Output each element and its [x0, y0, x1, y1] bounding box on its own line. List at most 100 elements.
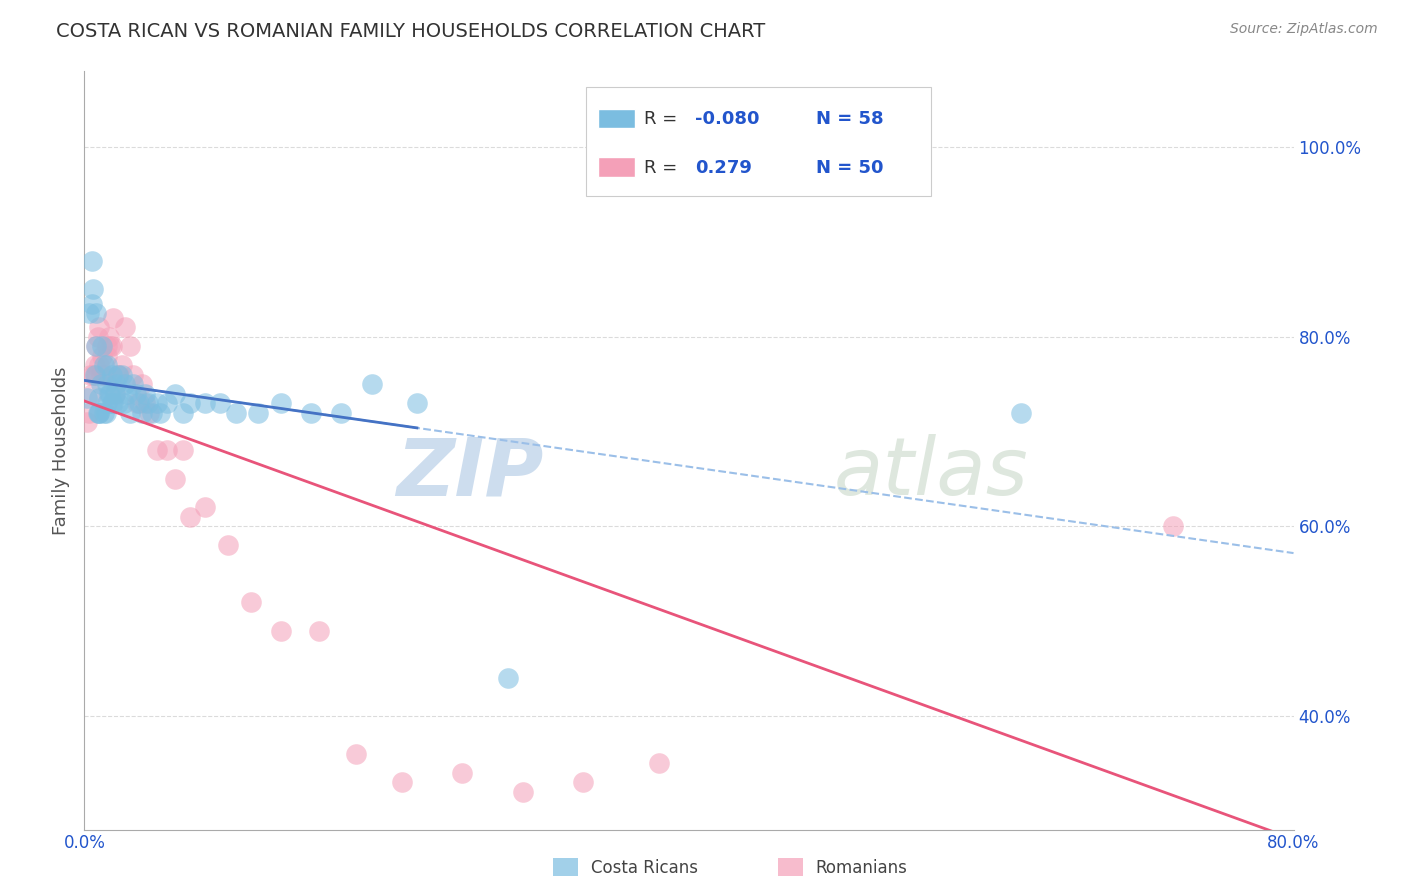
Point — [100, 368, 122, 382]
Point — [270, 624, 292, 638]
Bar — [778, 858, 803, 876]
Point — [84, 368, 107, 382]
Point — [107, 368, 129, 382]
Point — [93, 368, 115, 382]
FancyBboxPatch shape — [586, 87, 931, 196]
Point — [101, 396, 124, 410]
Point — [131, 377, 153, 392]
Point — [738, 140, 761, 154]
Bar — [599, 157, 634, 177]
Point — [308, 624, 330, 638]
Point — [80, 254, 103, 268]
Point — [134, 396, 156, 410]
Point — [330, 406, 353, 420]
Text: -0.080: -0.080 — [695, 111, 759, 128]
Y-axis label: Family Households: Family Households — [52, 367, 70, 534]
Point — [107, 396, 129, 410]
Point — [118, 339, 141, 353]
Point — [114, 377, 136, 392]
Point — [179, 396, 201, 410]
Point — [84, 358, 107, 372]
Point — [108, 368, 131, 382]
Point — [101, 310, 124, 325]
Point — [107, 368, 129, 382]
Point — [87, 406, 110, 420]
Point — [346, 747, 368, 761]
Point — [209, 396, 232, 410]
Text: atlas: atlas — [834, 434, 1029, 512]
Text: ZIP: ZIP — [396, 434, 544, 512]
Point — [111, 368, 134, 382]
Point — [100, 339, 122, 353]
Point — [82, 368, 104, 382]
Point — [121, 368, 143, 382]
Point — [149, 406, 172, 420]
Point — [127, 396, 149, 410]
Point — [115, 386, 138, 401]
Point — [114, 320, 136, 334]
Point — [100, 396, 122, 410]
Point — [299, 406, 322, 420]
Point — [141, 406, 163, 420]
Point — [165, 386, 187, 401]
Text: N = 50: N = 50 — [815, 159, 883, 177]
Bar — [553, 858, 578, 876]
Point — [179, 509, 201, 524]
Point — [121, 377, 143, 392]
Text: R =: R = — [644, 111, 678, 128]
Point — [165, 472, 187, 486]
Bar — [599, 109, 634, 128]
Point — [96, 377, 118, 392]
Point — [172, 443, 194, 458]
Point — [496, 671, 519, 685]
Point — [118, 406, 141, 420]
Point — [86, 306, 108, 320]
Point — [156, 396, 179, 410]
Point — [90, 368, 112, 382]
Point — [156, 443, 179, 458]
Point — [80, 296, 103, 310]
Point — [93, 358, 115, 372]
Point — [86, 339, 108, 353]
Point — [96, 396, 118, 410]
Point — [239, 595, 262, 609]
Point — [270, 396, 292, 410]
Point — [98, 339, 121, 353]
Point — [93, 406, 115, 420]
Point — [146, 396, 169, 410]
Point — [105, 377, 128, 392]
Point — [194, 396, 217, 410]
Point — [134, 386, 156, 401]
Point — [128, 396, 150, 410]
Point — [194, 500, 217, 515]
Point — [89, 406, 111, 420]
Point — [1161, 519, 1184, 533]
Text: R =: R = — [644, 159, 678, 177]
Point — [87, 330, 110, 344]
Point — [104, 386, 127, 401]
Text: N = 58: N = 58 — [815, 111, 883, 128]
Point — [76, 392, 98, 406]
Point — [146, 443, 169, 458]
Point — [217, 538, 239, 552]
Point — [247, 406, 270, 420]
Point — [360, 377, 382, 392]
Point — [82, 282, 104, 296]
Point — [89, 406, 111, 420]
Text: Costa Ricans: Costa Ricans — [591, 859, 697, 877]
Point — [136, 396, 159, 410]
Point — [86, 339, 108, 353]
Point — [104, 386, 127, 401]
Point — [112, 396, 135, 410]
Point — [391, 775, 413, 789]
Text: Source: ZipAtlas.com: Source: ZipAtlas.com — [1230, 22, 1378, 37]
Point — [94, 368, 117, 382]
Point — [80, 386, 103, 401]
Point — [138, 406, 160, 420]
Point — [97, 386, 120, 401]
Point — [91, 339, 114, 353]
Point — [96, 339, 118, 353]
Point — [90, 377, 112, 392]
Point — [451, 765, 474, 780]
Text: 0.279: 0.279 — [695, 159, 752, 177]
